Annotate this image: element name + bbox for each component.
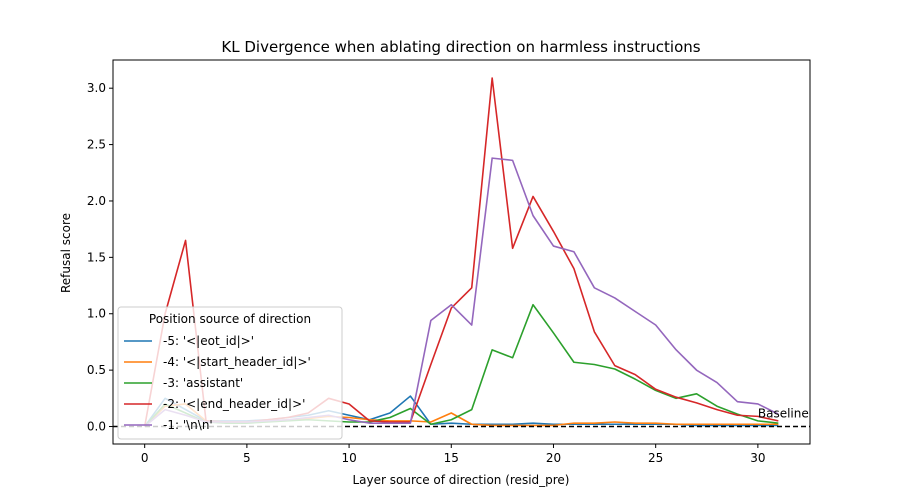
x-tick-label: 0 bbox=[141, 451, 149, 465]
x-axis-label: Layer source of direction (resid_pre) bbox=[352, 473, 569, 487]
y-tick-label: 1.0 bbox=[87, 307, 106, 321]
y-tick-label: 0.5 bbox=[87, 363, 106, 377]
legend-box bbox=[117, 306, 343, 440]
y-tick-label: 2.5 bbox=[87, 138, 106, 152]
x-tick-label: 20 bbox=[546, 451, 561, 465]
x-tick-label: 10 bbox=[341, 451, 356, 465]
legend-label-5: -1: '\n\n' bbox=[163, 418, 213, 432]
x-tick-label: 5 bbox=[243, 451, 251, 465]
y-tick-label: 3.0 bbox=[87, 81, 106, 95]
baseline-label: Baseline bbox=[758, 407, 809, 421]
y-tick-label: 1.5 bbox=[87, 250, 106, 264]
legend: Position source of direction -5: '<|eot_i… bbox=[117, 306, 343, 440]
x-tick-label: 25 bbox=[648, 451, 663, 465]
y-tick-label: 2.0 bbox=[87, 194, 106, 208]
chart-title: KL Divergence when ablating direction on… bbox=[221, 38, 700, 56]
legend-label-3: -3: 'assistant' bbox=[163, 376, 243, 390]
y-axis-label: Refusal score bbox=[59, 213, 73, 293]
x-tick-label: 30 bbox=[750, 451, 765, 465]
legend-label-1: -5: '<|eot_id|>' bbox=[163, 334, 254, 348]
x-tick-label: 15 bbox=[444, 451, 459, 465]
y-tick-label: 0.0 bbox=[87, 420, 106, 434]
legend-label-2: -4: '<|start_header_id|>' bbox=[163, 355, 311, 369]
legend-title: Position source of direction bbox=[149, 312, 311, 326]
legend-label-4: -2: '<|end_header_id|>' bbox=[163, 397, 305, 411]
plot-area-frame bbox=[112, 59, 811, 445]
